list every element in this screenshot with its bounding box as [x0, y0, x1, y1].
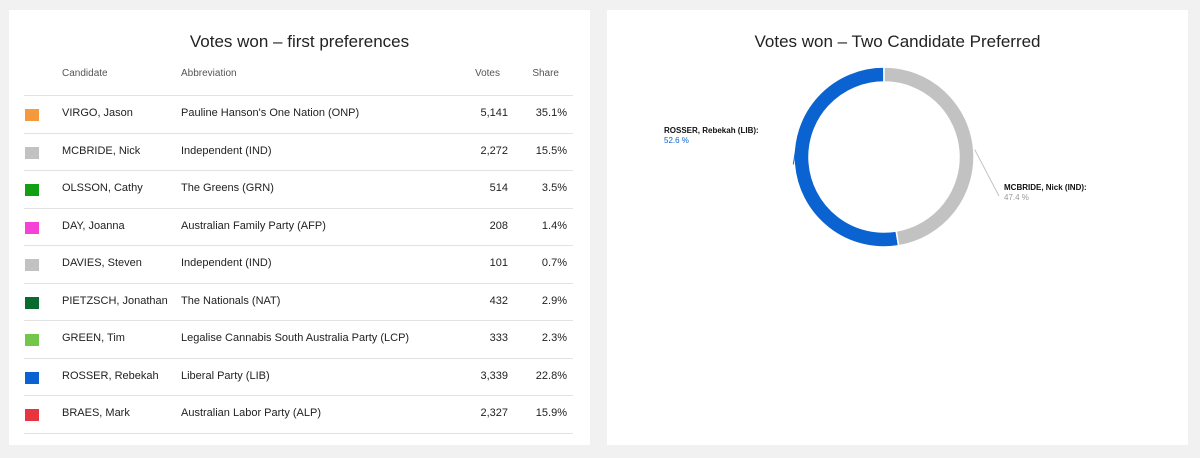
vote-count: 101 [489, 257, 508, 269]
party-color-swatch [25, 184, 39, 196]
party-color-swatch [25, 221, 39, 234]
vote-count: 432 [489, 294, 508, 307]
party-abbreviation: Australian Labor Party (ALP) [181, 407, 322, 419]
party-color-swatch [25, 409, 39, 421]
table-row: BRAES, Mark Australian Labor Party (ALP) 2… [24, 395, 573, 434]
donut-slice-label: ROSSER, Rebekah (LIB): [664, 126, 759, 135]
candidate-name: PIETZSCH, Jonathan [62, 294, 168, 307]
party-color-swatch [25, 146, 39, 159]
party-abbreviation: Independent (IND) [181, 144, 272, 157]
first-preferences-title: Votes won – first preferences [189, 32, 410, 51]
table-row: PIETZSCH, Jonathan The Nationals (NAT) 432… [24, 282, 573, 321]
vote-share: 0.7% [541, 257, 567, 269]
table-row: ROSSER, Rebekah Liberal Party (LIB) 3,339 2… [24, 357, 573, 396]
party-color-swatch [25, 334, 39, 346]
donut-leader-line [792, 140, 798, 165]
vote-share: 22.8% [535, 369, 567, 382]
vote-count: 2,327 [480, 407, 508, 419]
vote-count: 208 [489, 219, 508, 232]
candidate-name: VIRGO, Jason [62, 107, 133, 119]
party-abbreviation: Australian Family Party (AFP) [181, 219, 326, 232]
party-color-swatch [25, 259, 39, 271]
candidate-name: OLSSON, Cathy [62, 182, 143, 194]
candidate-name: MCBRIDE, Nick [62, 144, 141, 157]
table-row: VIRGO, Jason Pauline Hanson's One Nation … [24, 95, 573, 133]
vote-share: 35.1% [535, 107, 567, 119]
party-color-swatch [25, 296, 39, 309]
donut-slice[interactable] [793, 66, 900, 248]
party-abbreviation: Liberal Party (LIB) [181, 369, 270, 382]
table-row: OLSSON, Cathy The Greens (GRN) 514 3.5% [24, 170, 573, 208]
party-abbreviation: Legalise Cannabis South Australia Party … [181, 332, 410, 344]
vote-share: 15.9% [535, 407, 567, 419]
header-share: Share [532, 68, 559, 79]
first-preferences-panel: Votes won – first preferences Candidate … [9, 10, 590, 445]
candidate-name: BRAES, Mark [62, 407, 130, 419]
party-abbreviation: The Nationals (NAT) [181, 294, 281, 307]
vote-share: 2.3% [541, 332, 567, 344]
candidate-name: GREEN, Tim [62, 332, 125, 344]
tcp-donut-chart: ROSSER, Rebekah (LIB):52.6 % MCBRIDE, Nic… [664, 66, 1087, 248]
table-row: GREEN, Tim Legalise Cannabis South Austra… [24, 320, 573, 358]
vote-count: 514 [489, 182, 508, 194]
donut-slice-percentage: 47.4 % [1004, 193, 1029, 202]
table-row: DAVIES, Steven Independent (IND) 101 0.7% [24, 245, 573, 283]
vote-count: 3,339 [480, 369, 508, 382]
header-candidate: Candidate [62, 68, 108, 79]
vote-count: 5,141 [480, 107, 508, 119]
donut-leader-line [974, 149, 1000, 197]
party-color-swatch [25, 371, 39, 384]
party-abbreviation: The Greens (GRN) [181, 182, 274, 194]
party-abbreviation: Pauline Hanson's One Nation (ONP) [181, 107, 360, 119]
vote-share: 2.9% [541, 294, 567, 307]
tcp-title: Votes won – Two Candidate Preferred [754, 32, 1041, 51]
header-abbreviation: Abbreviation [181, 68, 237, 79]
donut-slice[interactable] [883, 66, 975, 247]
candidate-name: DAY, Joanna [62, 219, 125, 232]
party-color-swatch [25, 109, 39, 121]
candidate-name: ROSSER, Rebekah [62, 369, 159, 382]
vote-share: 3.5% [541, 182, 567, 194]
vote-share: 15.5% [535, 144, 567, 157]
vote-count: 333 [489, 332, 508, 344]
header-votes: Votes [474, 68, 500, 79]
party-abbreviation: Independent (IND) [181, 257, 272, 269]
vote-share: 1.4% [541, 219, 567, 232]
vote-count: 2,272 [480, 144, 508, 157]
donut-slice-label: MCBRIDE, Nick (IND): [1004, 183, 1087, 192]
table-row: MCBRIDE, Nick Independent (IND) 2,272 15.5% [24, 132, 573, 171]
two-candidate-preferred-panel: Votes won – Two Candidate Preferred ROSS… [607, 10, 1188, 445]
donut-slice-percentage: 52.6 % [664, 136, 689, 145]
candidate-name: DAVIES, Steven [62, 257, 142, 269]
table-row: DAY, Joanna Australian Family Party (AFP)… [24, 207, 573, 246]
